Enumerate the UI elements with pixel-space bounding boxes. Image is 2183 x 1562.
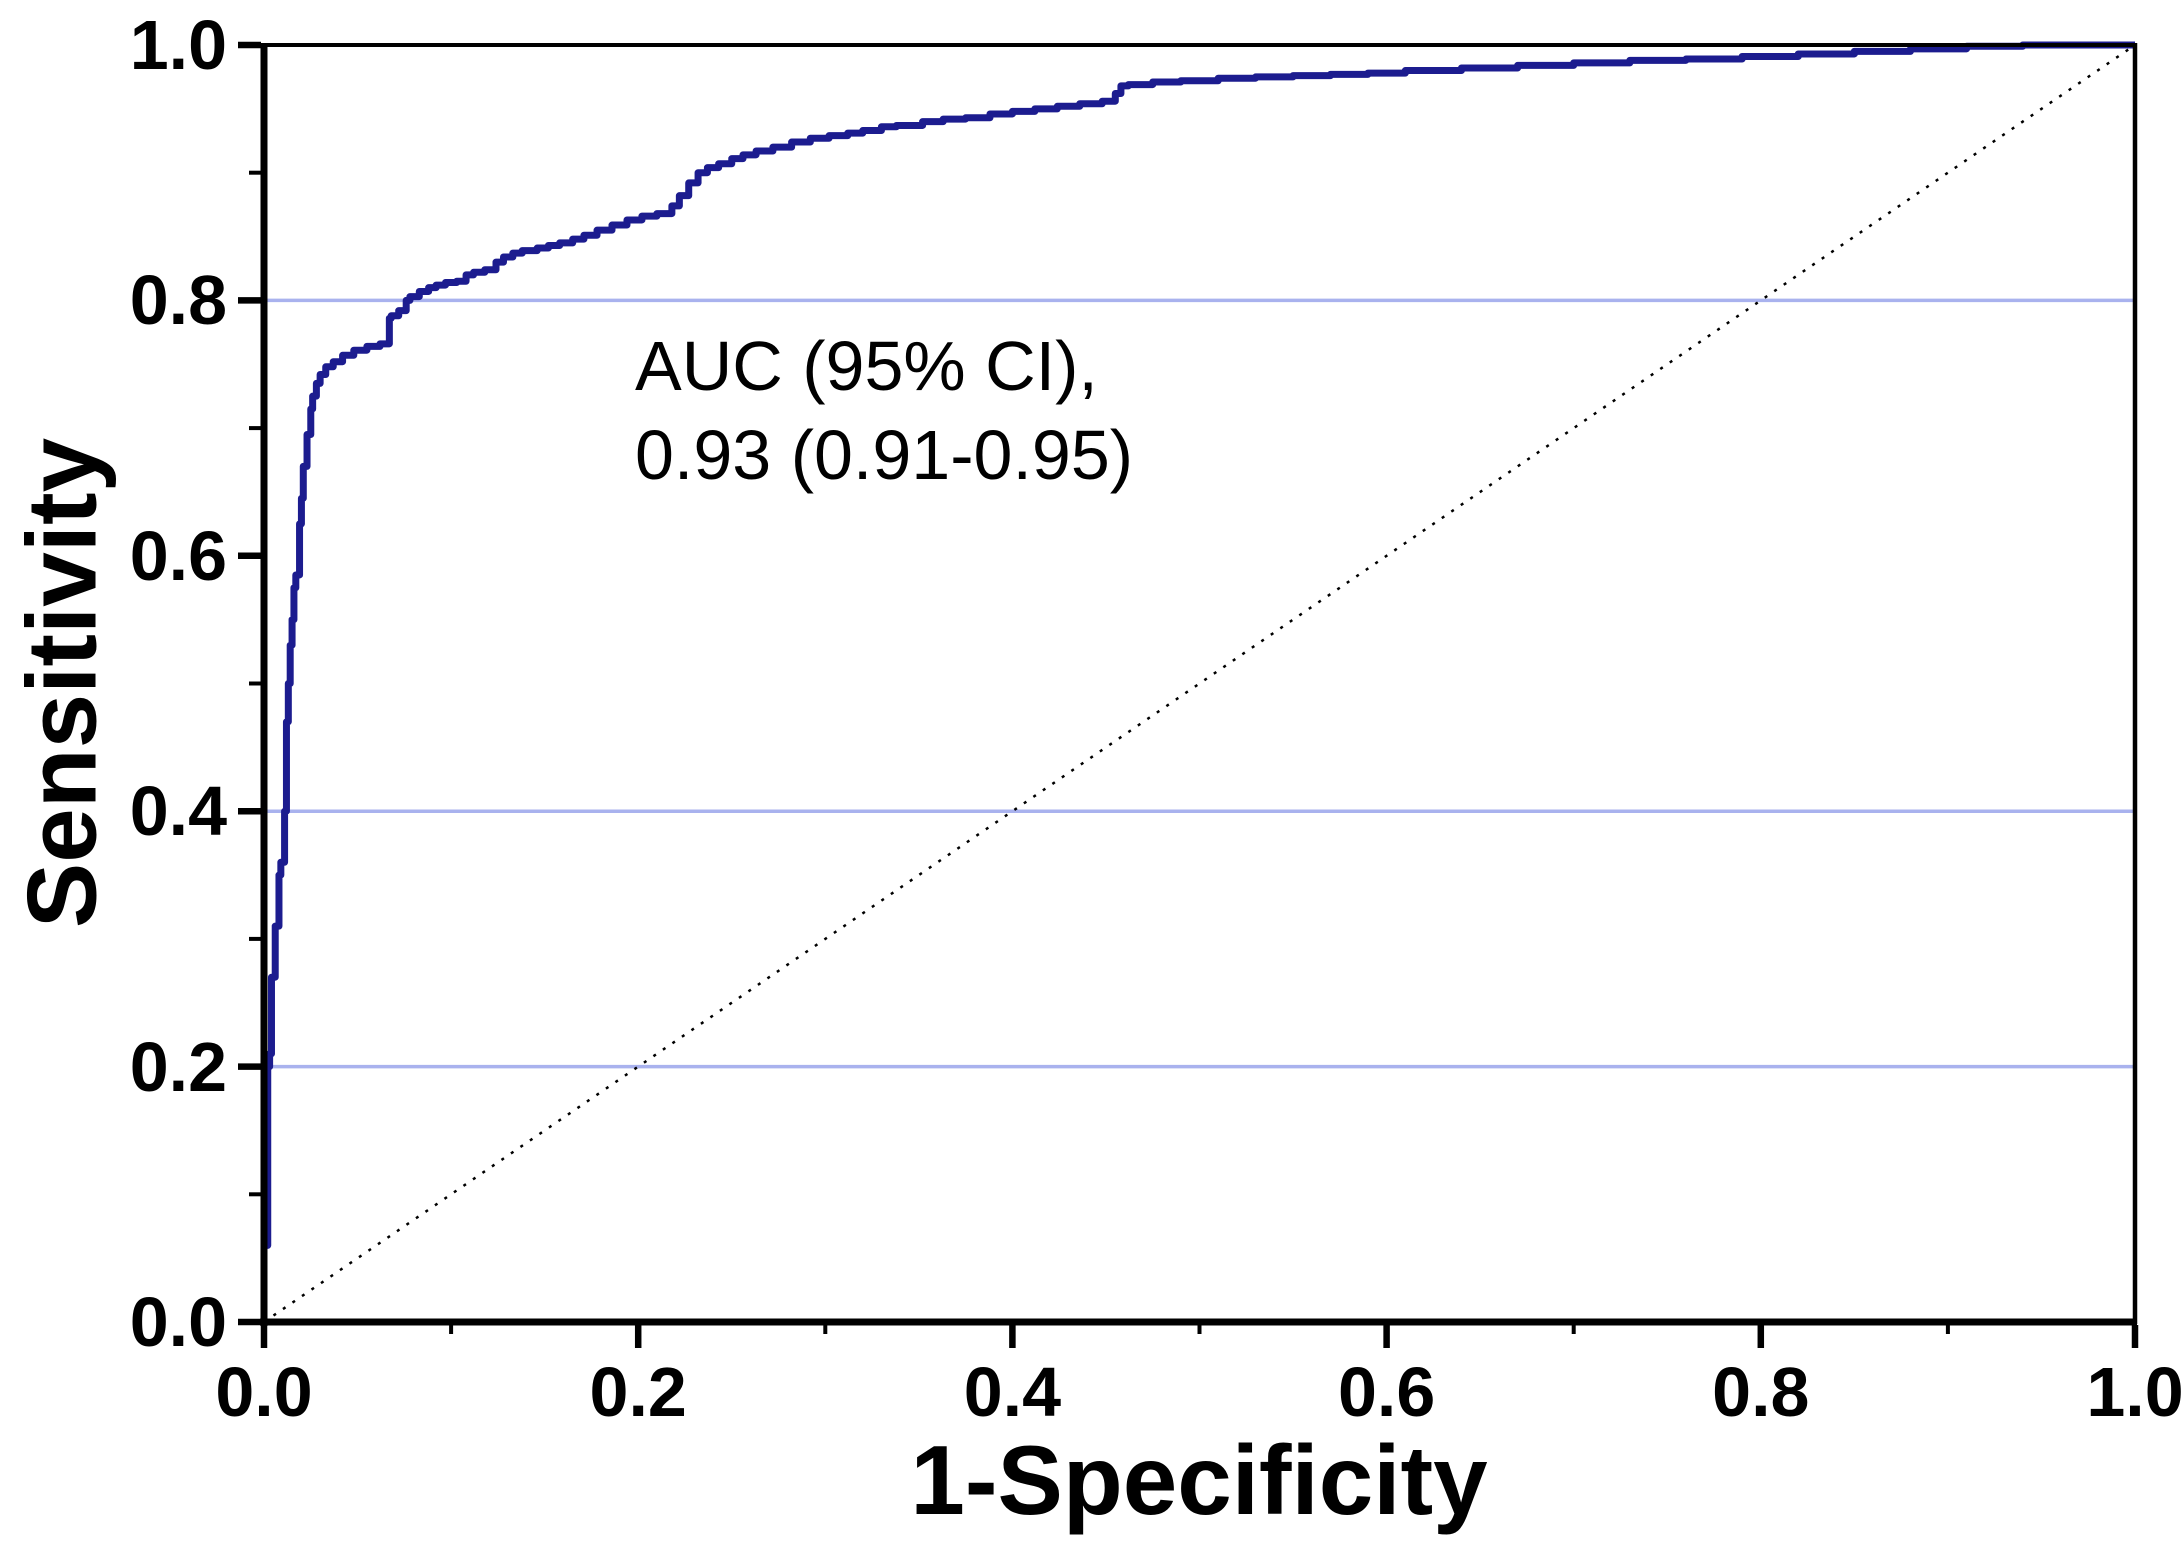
y-tick-label-0.0: 0.0 — [129, 1283, 227, 1361]
x-tick-label-0.6: 0.6 — [1337, 1353, 1436, 1431]
y-tick-label-0.4: 0.4 — [129, 772, 227, 851]
auc-annotation-line2: 0.93 (0.91-0.95) — [635, 416, 1134, 494]
roc-curve-line — [260, 41, 2135, 1322]
x-tick-label-0.0: 0.0 — [215, 1353, 313, 1431]
chance-diagonal-line — [263, 43, 2136, 1324]
x-tick-label-0.8: 0.8 — [1712, 1353, 1810, 1431]
y-tick-label-0.8: 0.8 — [129, 261, 227, 340]
x-tick-label-0.2: 0.2 — [589, 1353, 687, 1431]
auc-annotation-line1: AUC (95% CI), — [635, 327, 1098, 405]
y-tick-label-1.0: 1.0 — [129, 6, 227, 84]
y-axis-title: Sensitivity — [6, 437, 117, 929]
y-tick-label-0.6: 0.6 — [129, 516, 227, 595]
x-tick-label-1.0: 1.0 — [2086, 1353, 2183, 1431]
y-tick-label-0.2: 0.2 — [129, 1027, 227, 1106]
x-tick-label-0.4: 0.4 — [963, 1353, 1062, 1431]
auc-annotation: AUC (95% CI), 0.93 (0.91-0.95) — [635, 322, 1133, 500]
x-axis-title: 1-Specificity — [910, 1425, 1488, 1535]
